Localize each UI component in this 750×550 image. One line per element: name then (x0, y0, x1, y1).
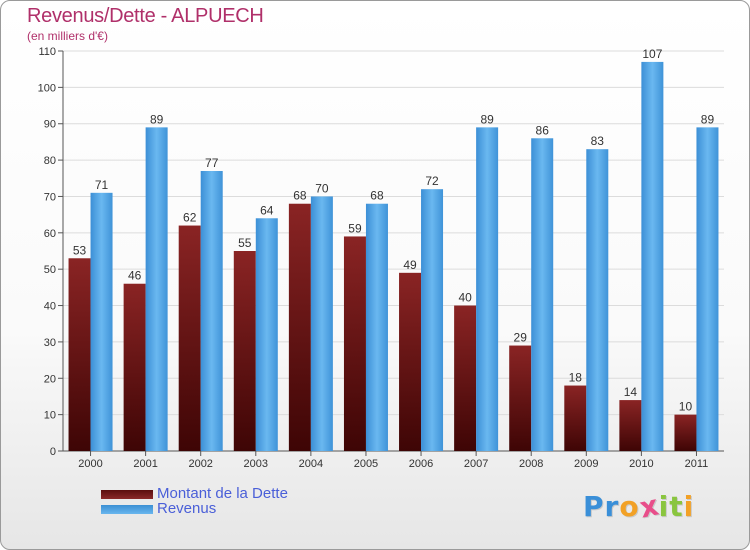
bar-dette (619, 400, 642, 451)
x-tick-label: 2007 (464, 458, 488, 470)
logo-letter: i (683, 490, 695, 523)
bar-revenus (421, 189, 444, 451)
y-tick-label: 60 (44, 228, 56, 240)
data-label-revenus: 71 (95, 178, 109, 192)
y-tick-label: 50 (44, 264, 56, 276)
data-label-dette: 18 (569, 371, 583, 385)
logo-letter: t (669, 490, 684, 523)
legend-swatch-dette (101, 490, 153, 499)
y-tick-label: 30 (44, 337, 56, 349)
data-label-revenus: 68 (370, 189, 384, 203)
x-tick-label: 2002 (188, 458, 212, 470)
bar-dette (509, 345, 532, 451)
data-label-revenus: 64 (260, 203, 274, 217)
y-tick-label: 110 (38, 46, 56, 58)
bar-revenus (90, 192, 113, 451)
data-label-dette: 49 (403, 258, 417, 272)
x-tick-label: 2006 (409, 458, 433, 470)
y-tick-label: 10 (44, 410, 56, 422)
logo-letter: i (658, 490, 670, 523)
x-tick-label: 2000 (78, 458, 102, 470)
y-tick-label: 70 (44, 191, 56, 203)
y-tick-label: 40 (44, 301, 56, 313)
data-label-revenus: 107 (642, 47, 662, 61)
x-tick-label: 2009 (574, 458, 598, 470)
data-label-dette: 14 (624, 385, 638, 399)
data-label-revenus: 83 (591, 134, 605, 148)
data-label-dette: 55 (238, 236, 252, 250)
y-tick-label: 20 (44, 373, 56, 385)
bar-dette (233, 251, 256, 451)
data-label-revenus: 72 (425, 174, 439, 188)
y-tick-label: 100 (38, 82, 56, 94)
legend-swatch-revenus (101, 505, 153, 514)
bar-dette (288, 203, 311, 451)
data-label-revenus: 70 (315, 181, 329, 195)
bar-revenus (310, 196, 333, 451)
data-label-dette: 46 (128, 269, 142, 283)
bar-revenus (145, 127, 168, 451)
data-label-dette: 53 (73, 243, 87, 257)
y-tick-label: 90 (44, 119, 56, 131)
legend-label-revenus: Revenus (157, 500, 217, 517)
bar-dette (68, 258, 91, 451)
y-tick-label: 0 (50, 446, 56, 458)
bar-revenus (365, 203, 388, 451)
data-label-dette: 40 (458, 291, 472, 305)
bar-dette (343, 236, 366, 451)
bar-revenus (641, 61, 664, 452)
bar-dette (564, 385, 587, 451)
x-tick-label: 2005 (354, 458, 378, 470)
data-label-revenus: 89 (480, 112, 494, 126)
data-label-dette: 10 (679, 400, 693, 414)
logo-letter: o (619, 490, 640, 523)
x-tick-label: 2008 (519, 458, 543, 470)
bar-dette (454, 305, 477, 451)
data-label-dette: 59 (348, 221, 362, 235)
x-tick-label: 2001 (133, 458, 157, 470)
x-tick-label: 2004 (299, 458, 323, 470)
bar-revenus (255, 218, 278, 451)
bar-revenus (586, 149, 609, 451)
logo-letter: P (583, 490, 605, 523)
bar-dette (674, 414, 697, 451)
data-label-dette: 62 (183, 211, 197, 225)
x-tick-label: 2003 (244, 458, 268, 470)
bar-revenus (696, 127, 719, 451)
bar-revenus (476, 127, 499, 451)
bar-dette (123, 283, 146, 451)
data-label-revenus: 89 (150, 112, 164, 126)
data-label-revenus: 89 (701, 112, 715, 126)
chart-title: Revenus/Dette - ALPUECH (27, 5, 264, 27)
data-label-revenus: 77 (205, 156, 219, 170)
x-tick-label: 2010 (629, 458, 653, 470)
data-label-dette: 68 (293, 189, 307, 203)
y-tick-label: 80 (44, 155, 56, 167)
bar-dette (178, 225, 201, 451)
x-tick-label: 2011 (685, 458, 709, 470)
data-label-revenus: 86 (536, 123, 550, 137)
data-label-dette: 29 (514, 331, 528, 345)
legend-label-dette: Montant de la Dette (157, 485, 288, 502)
proxiti-logo: Proxiti (583, 488, 695, 524)
logo-letter: r (604, 490, 620, 523)
bar-dette (399, 272, 422, 451)
bar-revenus (200, 171, 223, 451)
chart-subtitle: (en milliers d'€) (27, 29, 108, 43)
bar-revenus (531, 138, 554, 452)
